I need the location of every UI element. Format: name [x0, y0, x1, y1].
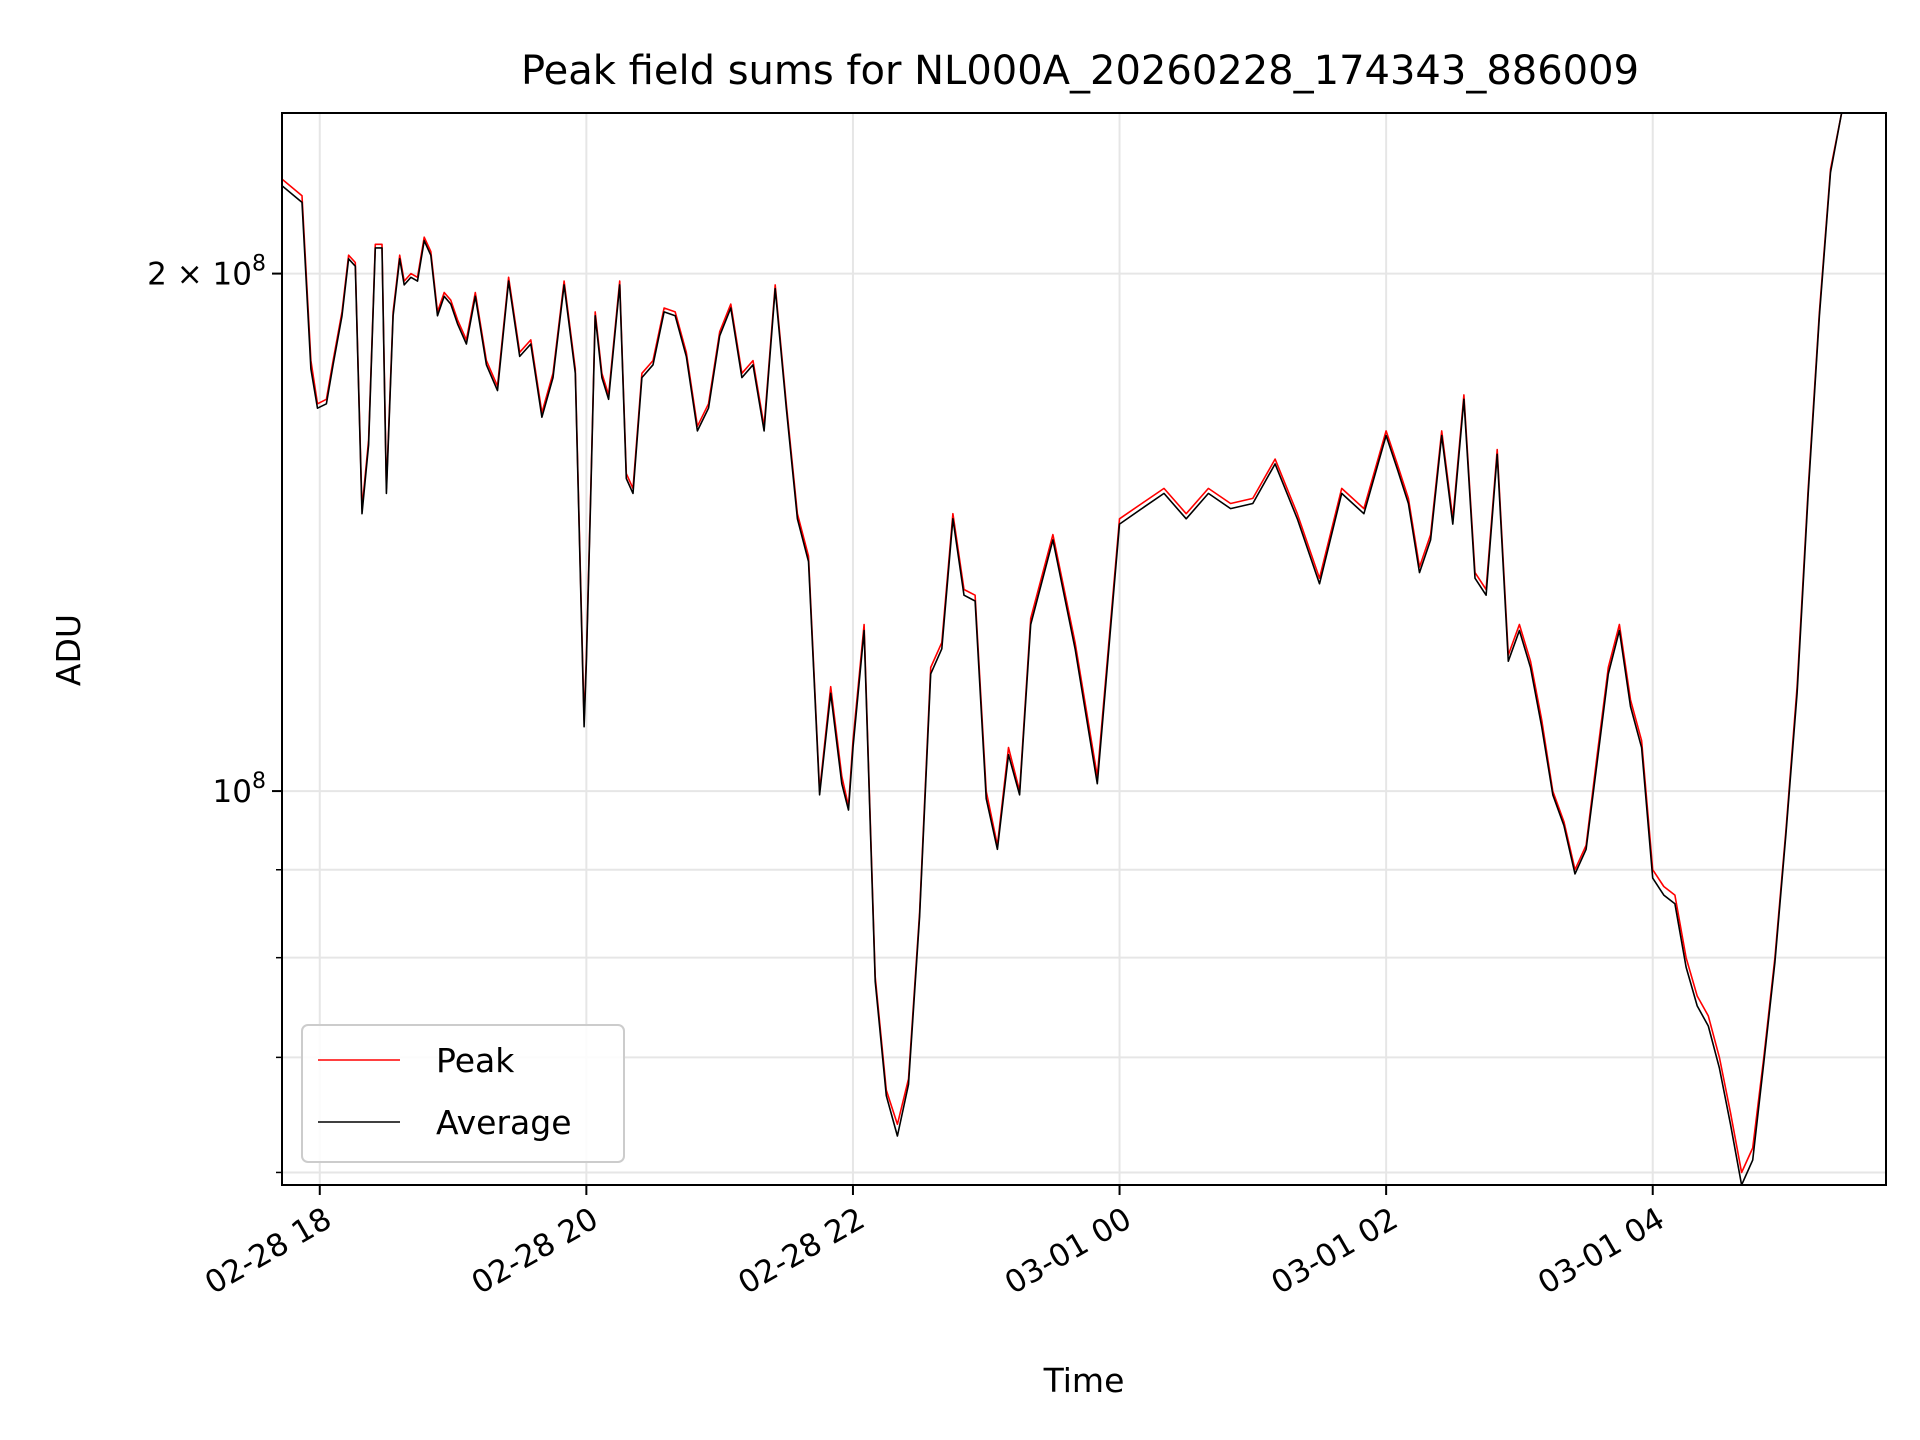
legend-label-peak: Peak [436, 1041, 515, 1080]
chart-title: Peak field sums for NL000A_20260228_1743… [521, 48, 1639, 94]
y-tick-label-base: 10 [213, 257, 252, 293]
y-tick-label-base: 10 [213, 774, 252, 810]
legend: Peak Average [301, 1024, 625, 1163]
series-layer [282, 113, 1843, 1185]
y-tick-label: 2 × 108 [147, 252, 266, 293]
series-line-average [282, 113, 1843, 1185]
legend-label-average: Average [436, 1103, 572, 1142]
x-axis-label: Time [1043, 1361, 1125, 1400]
y-tick-label-exponent: 8 [252, 252, 266, 277]
plot-frame [281, 112, 1887, 1186]
y-tick-label-exponent: 8 [252, 769, 266, 794]
y-tick-label-prefix: 2 × [147, 257, 212, 293]
y-axis-label: ADU [49, 614, 88, 686]
y-tick-label: 108 [213, 769, 266, 810]
